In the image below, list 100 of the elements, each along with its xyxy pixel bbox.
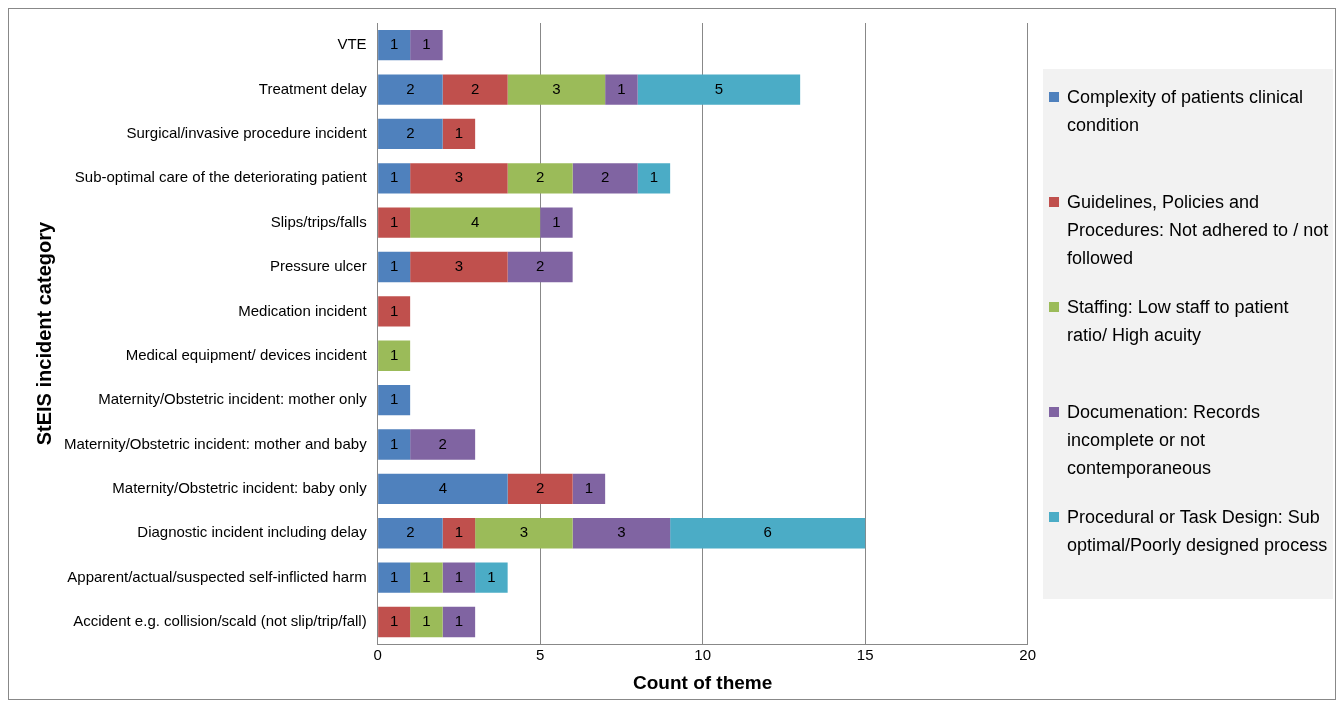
data-label: 1 <box>584 479 594 497</box>
data-label: 2 <box>600 168 610 186</box>
data-label: 1 <box>454 523 464 541</box>
data-label: 1 <box>454 567 464 585</box>
y-tick-label: Treatment delay <box>258 79 368 97</box>
bar <box>572 163 638 194</box>
bar <box>378 163 411 194</box>
y-tick-label: Pressure ulcer <box>269 257 367 275</box>
data-label: 3 <box>454 257 464 275</box>
bar <box>378 118 443 150</box>
bar <box>442 74 508 105</box>
y-tick-label: Diagnostic incident including delay <box>137 523 368 541</box>
data-label: 1 <box>454 124 464 142</box>
bar <box>378 251 411 283</box>
bar <box>378 74 443 105</box>
data-label: 1 <box>389 345 399 363</box>
bar <box>378 473 508 505</box>
data-label: 1 <box>422 567 431 585</box>
y-tick-label: Maternity/Obstetric incident: mother only <box>98 390 368 408</box>
data-label: 1 <box>389 168 399 186</box>
bar <box>378 296 411 327</box>
data-label: 3 <box>454 168 464 186</box>
bar <box>442 518 476 549</box>
x-axis-title: Count of theme <box>632 671 773 693</box>
bar <box>378 340 411 371</box>
data-label: 1 <box>389 35 399 53</box>
bar <box>378 207 411 238</box>
data-label: 3 <box>519 523 529 541</box>
y-tick-label: Sub-optimal care of the deteriorating patient <box>74 168 368 186</box>
x-tick-label: 5 <box>535 646 545 664</box>
bar <box>410 163 508 194</box>
data-label: 1 <box>487 567 496 585</box>
x-tick-label: 10 <box>694 646 711 664</box>
data-label: 1 <box>389 434 399 452</box>
bar <box>507 163 573 194</box>
bar <box>410 606 443 638</box>
data-label: 1 <box>649 168 659 186</box>
data-label: 2 <box>438 434 447 452</box>
bar <box>410 30 443 61</box>
bar <box>378 429 411 460</box>
data-label: 1 <box>422 35 431 53</box>
bar <box>475 518 573 549</box>
y-tick-label: VTE <box>337 35 367 53</box>
bar <box>410 251 508 283</box>
y-tick-label: Medication incident <box>238 301 368 319</box>
data-label: 1 <box>389 390 399 408</box>
data-label: 1 <box>422 612 431 630</box>
legend-label: Complexity of patients clinical condition <box>1067 86 1305 137</box>
x-tick-label: 20 <box>1019 646 1036 664</box>
bar <box>442 606 476 638</box>
bar <box>605 74 638 105</box>
bar <box>507 74 606 105</box>
data-label: 1 <box>389 567 399 585</box>
data-label: 2 <box>406 124 415 142</box>
x-tick-label: 15 <box>856 646 874 664</box>
data-label: 1 <box>389 212 399 230</box>
data-label: 4 <box>470 212 480 230</box>
data-label: 4 <box>438 479 448 497</box>
bar <box>507 473 573 505</box>
bar <box>475 562 508 593</box>
data-label: 2 <box>406 523 415 541</box>
data-label: 1 <box>389 612 399 630</box>
bar <box>572 473 606 505</box>
x-tick-label: 0 <box>373 646 382 664</box>
data-label: 2 <box>535 168 545 186</box>
bar <box>572 518 671 549</box>
data-label: 2 <box>535 479 545 497</box>
bar <box>540 207 573 238</box>
legend-label: Procedural or Task Design: Sub optimal/Poorly designed process <box>1067 506 1329 557</box>
bar <box>410 429 476 460</box>
data-label: 1 <box>454 612 464 630</box>
legend-label: Documenation: Records incomplete or not contemporaneous <box>1067 401 1262 480</box>
bar <box>410 207 541 238</box>
data-label: 1 <box>389 301 399 319</box>
legend-label: Guidelines, Policies and Procedures: Not adhered to / not followed <box>1067 191 1330 270</box>
bar <box>378 562 411 593</box>
y-axis-title: StEIS incident category <box>32 221 55 446</box>
bar <box>670 518 866 549</box>
bar <box>378 606 411 638</box>
y-tick-label: Maternity/Obstetric incident: baby only <box>112 479 368 497</box>
y-tick-label: Maternity/Obstetric incident: mother and baby <box>63 434 368 452</box>
bar <box>378 518 443 549</box>
data-label: 2 <box>535 257 545 275</box>
bar <box>378 30 411 61</box>
data-label: 6 <box>763 523 772 541</box>
data-label: 1 <box>389 257 399 275</box>
data-label: 2 <box>470 79 480 97</box>
data-label: 5 <box>714 79 724 97</box>
y-tick-label: Accident e.g. collision/scald (not slip/trip/fall) <box>73 612 367 630</box>
data-label: 1 <box>552 212 561 230</box>
data-label: 1 <box>617 79 626 97</box>
legend-label: Staffing: Low staff to patient ratio/ High acuity <box>1067 296 1290 347</box>
y-tick-label: Medical equipment/ devices incident <box>125 345 368 363</box>
data-label: 3 <box>552 79 561 97</box>
bar <box>442 118 476 150</box>
y-tick-label: Slips/trips/falls <box>270 212 367 230</box>
y-tick-label: Apparent/actual/suspected self-inflicted harm <box>67 567 367 585</box>
bar <box>507 251 573 283</box>
bar <box>410 562 443 593</box>
data-label: 3 <box>617 523 626 541</box>
